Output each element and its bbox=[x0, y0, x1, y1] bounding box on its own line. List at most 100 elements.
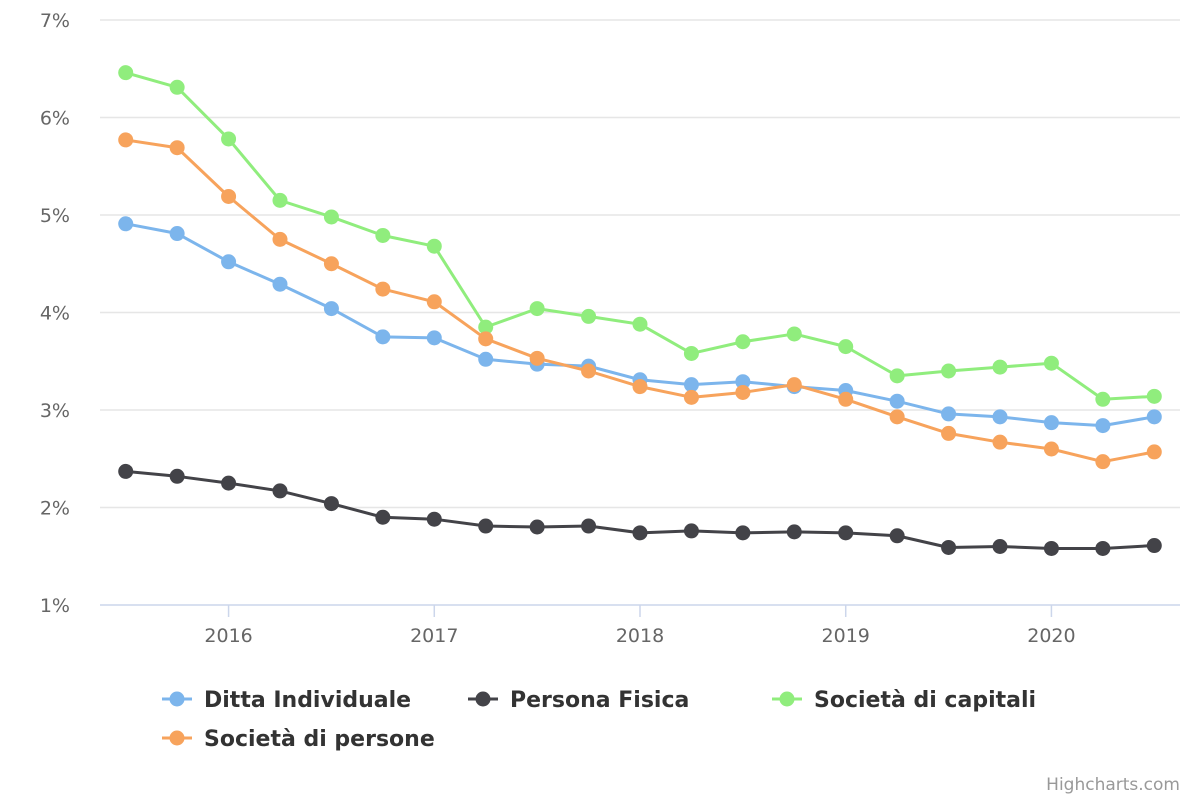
data-point[interactable] bbox=[838, 391, 854, 407]
data-point[interactable] bbox=[735, 384, 751, 400]
data-point[interactable] bbox=[992, 539, 1008, 554]
data-point[interactable] bbox=[426, 511, 442, 527]
data-point[interactable] bbox=[375, 227, 391, 243]
data-point[interactable] bbox=[426, 330, 442, 346]
data-point[interactable] bbox=[1043, 540, 1059, 556]
data-point[interactable] bbox=[478, 351, 494, 367]
data-point[interactable] bbox=[941, 363, 957, 379]
data-point[interactable] bbox=[1095, 391, 1111, 407]
data-point[interactable] bbox=[272, 483, 288, 499]
data-point[interactable] bbox=[221, 131, 237, 147]
data-point[interactable] bbox=[632, 379, 648, 395]
data-point[interactable] bbox=[169, 140, 185, 156]
credits-link[interactable]: Highcharts.com bbox=[1046, 775, 1180, 795]
series-2[interactable] bbox=[118, 65, 1162, 407]
data-point[interactable] bbox=[323, 209, 339, 225]
data-point[interactable] bbox=[529, 350, 545, 366]
legend-item[interactable]: Ditta Individuale bbox=[162, 688, 411, 713]
data-point[interactable] bbox=[323, 496, 339, 512]
data-point[interactable] bbox=[838, 525, 854, 541]
data-point[interactable] bbox=[992, 359, 1008, 375]
data-point[interactable] bbox=[272, 276, 288, 292]
data-point[interactable] bbox=[786, 326, 802, 342]
data-point[interactable] bbox=[221, 188, 237, 204]
legend-item[interactable]: Società di capitali bbox=[772, 688, 1036, 713]
series-3[interactable] bbox=[118, 132, 1162, 470]
data-point[interactable] bbox=[118, 463, 134, 479]
data-point[interactable] bbox=[169, 79, 185, 95]
data-point[interactable] bbox=[1095, 454, 1111, 470]
legend-label: Persona Fisica bbox=[510, 688, 689, 713]
legend-marker-symbol bbox=[169, 691, 185, 707]
data-point[interactable] bbox=[221, 475, 237, 491]
legend-marker-symbol bbox=[779, 691, 795, 707]
data-point[interactable] bbox=[118, 132, 134, 148]
data-point[interactable] bbox=[375, 329, 391, 345]
data-point[interactable] bbox=[683, 389, 699, 405]
data-point[interactable] bbox=[941, 406, 957, 422]
data-point[interactable] bbox=[323, 301, 339, 317]
data-point[interactable] bbox=[272, 231, 288, 247]
data-point[interactable] bbox=[889, 393, 905, 409]
data-point[interactable] bbox=[889, 528, 905, 544]
data-point[interactable] bbox=[529, 519, 545, 535]
data-point[interactable] bbox=[786, 524, 802, 540]
data-point[interactable] bbox=[169, 226, 185, 242]
data-point[interactable] bbox=[478, 518, 494, 534]
legend-label: Ditta Individuale bbox=[204, 688, 411, 713]
data-point[interactable] bbox=[581, 308, 597, 324]
data-point[interactable] bbox=[632, 316, 648, 332]
data-point[interactable] bbox=[1043, 441, 1059, 457]
data-point[interactable] bbox=[118, 216, 134, 232]
data-point[interactable] bbox=[735, 374, 751, 390]
data-point[interactable] bbox=[478, 331, 494, 347]
y-tick-label: 5% bbox=[40, 205, 70, 227]
data-point[interactable] bbox=[735, 525, 751, 541]
legend[interactable]: Ditta Individuale Persona Fisica Società d… bbox=[162, 688, 1036, 752]
data-point[interactable] bbox=[1095, 540, 1111, 556]
data-point[interactable] bbox=[1146, 538, 1162, 554]
data-point[interactable] bbox=[632, 525, 648, 541]
data-point[interactable] bbox=[889, 368, 905, 384]
data-point[interactable] bbox=[992, 409, 1008, 425]
data-point[interactable] bbox=[1043, 355, 1059, 371]
data-point[interactable] bbox=[375, 281, 391, 297]
data-point[interactable] bbox=[581, 518, 597, 534]
data-point[interactable] bbox=[1146, 388, 1162, 404]
data-point[interactable] bbox=[683, 523, 699, 539]
data-point[interactable] bbox=[992, 434, 1008, 450]
data-point[interactable] bbox=[889, 409, 905, 425]
legend-item[interactable]: Persona Fisica bbox=[468, 688, 689, 713]
data-point[interactable] bbox=[272, 192, 288, 208]
data-point[interactable] bbox=[1146, 409, 1162, 425]
data-point[interactable] bbox=[426, 294, 442, 310]
data-point[interactable] bbox=[683, 345, 699, 361]
legend-marker-symbol bbox=[169, 730, 185, 746]
data-point[interactable] bbox=[735, 334, 751, 350]
data-point[interactable] bbox=[478, 319, 494, 335]
data-point[interactable] bbox=[1146, 444, 1162, 460]
series-group bbox=[118, 65, 1162, 556]
x-tick-label: 2020 bbox=[1027, 625, 1075, 647]
data-point[interactable] bbox=[941, 539, 957, 555]
data-point[interactable] bbox=[581, 363, 597, 379]
data-point[interactable] bbox=[683, 377, 699, 393]
data-point[interactable] bbox=[1043, 415, 1059, 431]
legend-item[interactable]: Società di persone bbox=[162, 727, 435, 752]
data-point[interactable] bbox=[941, 425, 957, 441]
data-point[interactable] bbox=[786, 377, 802, 393]
data-point[interactable] bbox=[838, 339, 854, 355]
x-tick-label: 2017 bbox=[410, 625, 458, 647]
data-point[interactable] bbox=[426, 238, 442, 254]
data-point[interactable] bbox=[118, 65, 134, 81]
series-1[interactable] bbox=[118, 463, 1162, 556]
data-point[interactable] bbox=[169, 468, 185, 484]
data-point[interactable] bbox=[1095, 418, 1111, 434]
data-point[interactable] bbox=[529, 301, 545, 317]
legend-label: Società di capitali bbox=[814, 688, 1036, 713]
legend-label: Società di persone bbox=[204, 727, 435, 752]
y-axis: 1% 2% 3% 4% 5% 6% 7% bbox=[40, 10, 70, 617]
data-point[interactable] bbox=[221, 254, 237, 270]
data-point[interactable] bbox=[323, 256, 339, 272]
data-point[interactable] bbox=[375, 509, 391, 525]
